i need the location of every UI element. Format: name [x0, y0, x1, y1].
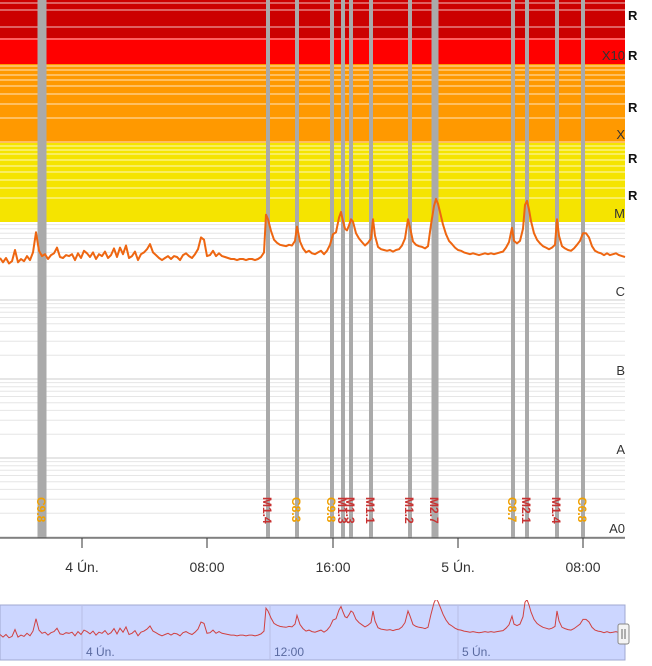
flare-label: M2.1: [519, 497, 533, 524]
x-tick-label: 08:00: [565, 559, 600, 575]
flare-marker-bar: [581, 0, 585, 538]
xray-flux-chart: C9.8 M1.4 C8.3 C9.8M1.3M1.3 M1.1 M1.2 M2.7 C8.7…: [0, 0, 638, 575]
class-label: A: [616, 442, 625, 457]
flare-label: C8.7: [505, 497, 519, 523]
navigator-selection[interactable]: [0, 604, 626, 661]
flare-marker-bar: [37, 0, 47, 538]
x-tick-label: 4 Ún.: [65, 559, 98, 575]
x-tick-label: 16:00: [315, 559, 350, 575]
flare-label: M1.4: [549, 497, 563, 524]
flare-label: M1.3: [343, 497, 357, 524]
x20-class-band: [0, 0, 625, 38]
flare-label: M1.1: [363, 497, 377, 524]
x10-class-band: [0, 38, 625, 64]
class-label: M: [614, 206, 625, 221]
navigator-label: 4 Ún.: [86, 644, 115, 659]
flare-label: C9.8: [324, 497, 338, 523]
radio-blackout-label: R: [628, 8, 638, 23]
flare-marker-bar: [349, 0, 353, 538]
flare-label: C6.8: [575, 497, 589, 523]
flare-label: M2.7: [427, 497, 441, 524]
flare-marker-bar: [525, 0, 529, 538]
xray-flux-line: [0, 198, 626, 265]
flare-marker-bar: [431, 0, 439, 538]
navigator-label: 5 Ún.: [462, 644, 491, 659]
flare-label: M1.3: [335, 497, 349, 524]
flare-marker-bar: [369, 0, 373, 538]
flare-label: M1.4: [260, 497, 274, 524]
class-label: X10: [602, 48, 625, 63]
log-gridlines: [0, 224, 625, 538]
flare-marker-bar: [266, 0, 270, 538]
flare-marker-bar: [511, 0, 515, 538]
x-tick-label: 5 Ún.: [441, 559, 474, 575]
flare-marker-bar: [341, 0, 345, 538]
radio-blackout-label: R: [628, 48, 638, 63]
range-navigator[interactable]: 4 Ún. 12:00 5 Ún.: [0, 600, 652, 666]
navigator-label: 12:00: [274, 645, 304, 659]
m-class-band: [0, 143, 625, 222]
flare-class-bands: [0, 0, 625, 222]
flare-label: C8.3: [289, 497, 303, 523]
flare-label: C9.8: [34, 497, 48, 523]
flare-marker-bar: [408, 0, 412, 538]
flare-marker-bar: [295, 0, 299, 538]
class-label: B: [616, 363, 625, 378]
radio-blackout-labels: R R R R R: [628, 8, 638, 203]
class-label: X: [616, 127, 625, 142]
flare-labels: C9.8 M1.4 C8.3 C9.8M1.3M1.3 M1.1 M1.2 M2.7 C8.7…: [34, 497, 589, 524]
flare-marker-bar: [555, 0, 559, 538]
class-axis-labels: A0 A B C M X X10: [602, 48, 625, 536]
x-axis-ticks: 4 Ún. 08:00 16:00 5 Ún. 08:00: [65, 538, 601, 575]
class-label: C: [616, 284, 625, 299]
flare-marker-bar: [330, 0, 334, 538]
radio-blackout-label: R: [628, 100, 638, 115]
navigator-handle[interactable]: [617, 623, 630, 645]
flare-label: M1.2: [402, 497, 416, 524]
x-tick-label: 08:00: [189, 559, 224, 575]
class-label: A0: [609, 521, 625, 536]
navigator-flux-line: [0, 600, 626, 639]
radio-blackout-label: R: [628, 188, 638, 203]
flare-markers: [37, 0, 585, 538]
radio-blackout-label: R: [628, 151, 638, 166]
navigator-labels: 4 Ún. 12:00 5 Ún.: [86, 644, 491, 659]
